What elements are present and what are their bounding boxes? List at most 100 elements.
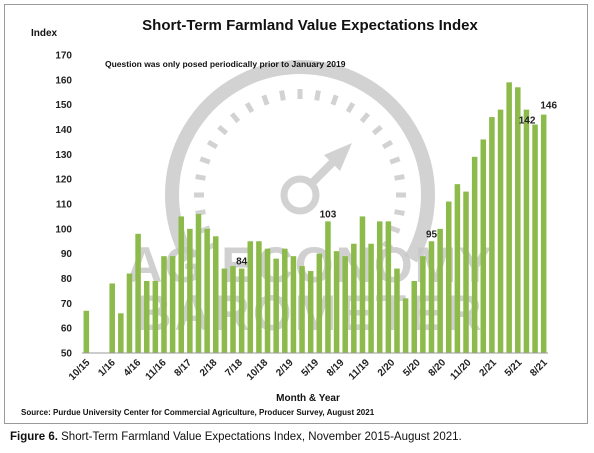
bar [118,313,124,353]
x-tick-label: 5/19 [300,357,322,379]
data-label: 146 [540,101,557,112]
y-tick-label: 160 [55,75,72,86]
gauge-tick [244,101,255,114]
bar [428,241,435,353]
y-tick-label: 90 [61,249,73,260]
bar [247,241,254,353]
gauge-needle-head [324,143,352,171]
bar [394,268,400,353]
figure-caption: Figure 6. Short-Term Farmland Value Expe… [10,431,590,443]
bar [445,201,452,353]
bar [195,213,202,353]
gauge-tick [394,209,405,216]
x-tick-label: 8/21 [528,357,550,379]
x-tick-label: 5/20 [401,357,423,379]
x-tick-label: 4/16 [122,357,144,379]
chart-title: Short-Term Farmland Value Expectations I… [142,17,478,34]
x-tick-label: 2/20 [376,357,398,379]
x-tick-label: 7/18 [223,357,245,379]
y-tick-label: 130 [55,150,72,161]
bar [290,256,297,353]
gauge-tick [261,94,270,106]
bar [376,221,383,353]
y-tick-label: 100 [55,224,72,235]
y-tick-label: 80 [61,274,73,285]
y-tick-label: 60 [61,324,73,335]
bar [230,266,236,353]
bars [83,82,547,354]
y-tick-label: 110 [56,200,73,211]
bar [333,251,340,353]
gauge-tick [195,174,206,181]
chart-source: Source: Purdue University Center for Com… [21,408,375,417]
bar [282,248,288,353]
data-label: 95 [426,229,438,240]
x-tick-label: 2/21 [477,357,499,379]
x-tick-label: 11/16 [144,357,169,382]
x-tick-label: 1/16 [96,357,118,379]
bar [187,228,193,353]
gauge-tick [330,94,339,106]
x-tick-label: 10/15 [67,357,93,383]
y-tick-label: 170 [55,51,72,62]
bar [264,248,271,353]
bar [83,310,90,353]
chart-note: Question was only posed periodically pri… [105,59,346,69]
gauge-tick [381,139,394,150]
bar [126,273,133,353]
gauge-tick [371,124,383,136]
bar [204,228,210,353]
gauge-arc [165,60,435,263]
bar [238,268,245,353]
bar [385,221,392,353]
gauge-tick [389,225,401,234]
bar [135,233,141,353]
bar [411,280,418,353]
bar [109,283,115,353]
y-tick-label: 140 [55,125,72,136]
gauge-tick [345,101,356,114]
bar [273,258,279,353]
bar [212,236,219,353]
bar [143,280,150,353]
bar [402,298,409,353]
y-axis-title: Index [31,28,58,39]
gauge-tick [389,156,401,165]
x-tick-label: 2/18 [198,357,220,379]
gauge-tick [394,174,405,181]
data-labels: 84 103 95 142 146 [236,101,557,268]
bar [463,191,469,353]
gauge-tick [206,139,219,150]
gauge-hub [280,175,320,215]
bar [152,280,159,353]
gauge-tick [217,124,229,136]
bar [532,124,538,354]
y-tick-label: 70 [61,299,73,310]
gauge-tick [314,90,321,101]
gauge-tick [279,90,286,101]
bar [515,87,521,354]
bar [221,268,228,353]
bar [506,82,512,354]
bar [368,243,374,353]
bar [420,256,426,353]
x-tick-label: 5/21 [503,357,525,379]
gauge-tick [359,112,371,124]
bar [307,271,314,353]
x-tick-label: 8/17 [173,357,195,379]
bar [178,216,185,353]
bar [351,243,357,353]
bar [437,228,443,353]
bar [342,256,348,353]
y-tick-label: 150 [55,100,72,111]
data-label: 103 [320,209,337,220]
bar [325,221,331,353]
x-tick-label: 10/18 [245,357,271,383]
figure-label: Figure 6. [10,431,58,443]
x-tick-label: 11/20 [448,357,473,382]
bar [169,256,176,353]
bar [316,253,323,353]
bar [299,266,305,353]
x-axis: 10/15 1/16 4/16 11/16 8/17 2/18 7/18 10/18 2/19 5… [67,352,550,383]
